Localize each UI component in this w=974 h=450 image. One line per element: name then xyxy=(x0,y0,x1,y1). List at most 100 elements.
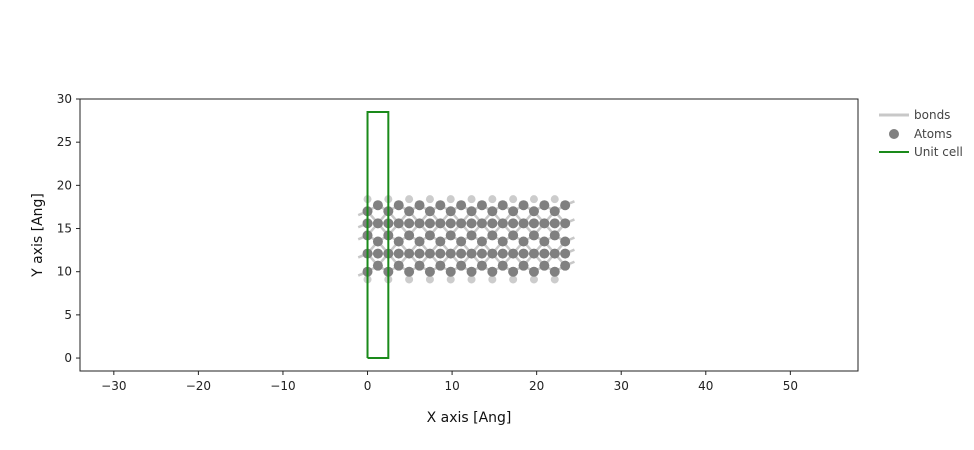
y-tick-label: 20 xyxy=(57,178,72,192)
atom-point xyxy=(456,260,467,271)
atom-point xyxy=(539,236,550,247)
atom-point xyxy=(497,218,508,229)
ghost-atoms-group xyxy=(363,195,559,284)
atom-point xyxy=(424,248,435,259)
y-tick-label: 0 xyxy=(64,351,72,365)
atom-point xyxy=(518,236,529,247)
ghost-atom-point xyxy=(488,275,497,284)
axes-frame xyxy=(79,98,859,372)
plot-area xyxy=(357,110,575,360)
atom-point xyxy=(476,218,487,229)
y-tick-label: 10 xyxy=(57,265,72,279)
y-tick-label: 25 xyxy=(57,135,72,149)
y-axis-label: Y axis [Ang] xyxy=(30,193,46,278)
atom-point xyxy=(445,206,456,217)
atom-point xyxy=(435,218,446,229)
ghost-atom-point xyxy=(550,275,559,284)
legend: bonds Atoms Unit cell xyxy=(879,108,963,159)
legend-atoms-swatch xyxy=(889,129,899,139)
atom-point xyxy=(487,248,498,259)
atom-point xyxy=(372,218,383,229)
atom-point xyxy=(560,260,571,271)
atom-point xyxy=(424,218,435,229)
atom-point xyxy=(393,236,404,247)
x-tick-label: 50 xyxy=(783,379,798,393)
atom-point xyxy=(456,236,467,247)
atom-point xyxy=(424,230,435,241)
atom-point xyxy=(549,218,560,229)
atom-point xyxy=(393,200,404,211)
atom-point xyxy=(466,248,477,259)
legend-bonds-label: bonds xyxy=(914,108,950,122)
atom-point xyxy=(539,218,550,229)
atom-point xyxy=(549,266,560,277)
atom-point xyxy=(539,248,550,259)
atom-point xyxy=(508,248,519,259)
atom-point xyxy=(487,206,498,217)
atom-point xyxy=(435,260,446,271)
atom-point xyxy=(456,248,467,259)
atom-point xyxy=(497,248,508,259)
x-tick-label: 40 xyxy=(698,379,713,393)
atom-point xyxy=(549,248,560,259)
x-tick-label: −10 xyxy=(270,379,295,393)
x-tick-label: 20 xyxy=(529,379,544,393)
x-tick-label: 0 xyxy=(364,379,372,393)
atom-point xyxy=(549,206,560,217)
atom-point xyxy=(393,260,404,271)
atom-point xyxy=(372,248,383,259)
atom-point xyxy=(508,266,519,277)
ghost-atom-point xyxy=(405,275,414,284)
atom-point xyxy=(414,248,425,259)
atom-point xyxy=(414,236,425,247)
atom-point xyxy=(445,266,456,277)
atom-point xyxy=(508,230,519,241)
x-axis-ticks: −30 −20 −10 0 10 20 30 40 50 xyxy=(101,371,798,393)
atom-point xyxy=(466,230,477,241)
atom-point xyxy=(539,200,550,211)
ghost-atom-point xyxy=(529,275,538,284)
atom-point xyxy=(466,218,477,229)
unit-cell-outline xyxy=(366,110,390,360)
atom-point xyxy=(549,230,560,241)
atom-point xyxy=(445,248,456,259)
atom-point xyxy=(476,248,487,259)
atom-point xyxy=(528,218,539,229)
atom-point xyxy=(404,266,415,277)
ghost-atom-point xyxy=(467,195,476,204)
atom-point xyxy=(487,230,498,241)
atom-point xyxy=(445,230,456,241)
atom-point xyxy=(528,248,539,259)
atom-point xyxy=(518,260,529,271)
atom-point xyxy=(424,206,435,217)
atom-point xyxy=(528,206,539,217)
atom-point xyxy=(445,218,456,229)
atom-point xyxy=(497,236,508,247)
atom-point xyxy=(372,236,383,247)
atom-point xyxy=(560,218,571,229)
x-axis-label: X axis [Ang] xyxy=(427,410,512,426)
atom-point xyxy=(466,266,477,277)
atom-point xyxy=(435,236,446,247)
atom-point xyxy=(487,266,498,277)
atom-point xyxy=(393,248,404,259)
atom-point xyxy=(435,200,446,211)
atom-point xyxy=(466,206,477,217)
atom-point xyxy=(435,248,446,259)
x-tick-label: 10 xyxy=(444,379,459,393)
atom-point xyxy=(539,260,550,271)
atom-point xyxy=(560,248,571,259)
atom-point xyxy=(487,218,498,229)
atom-point xyxy=(372,200,383,211)
atom-point xyxy=(528,266,539,277)
atom-point xyxy=(560,200,571,211)
y-axis-ticks: 0 5 10 15 20 25 30 xyxy=(57,92,80,365)
atom-point xyxy=(497,200,508,211)
ghost-atom-point xyxy=(529,195,538,204)
atom-point xyxy=(414,200,425,211)
legend-unit-cell-label: Unit cell xyxy=(914,145,963,159)
atom-point xyxy=(414,218,425,229)
atom-point xyxy=(560,236,571,247)
x-tick-label: −20 xyxy=(186,379,211,393)
